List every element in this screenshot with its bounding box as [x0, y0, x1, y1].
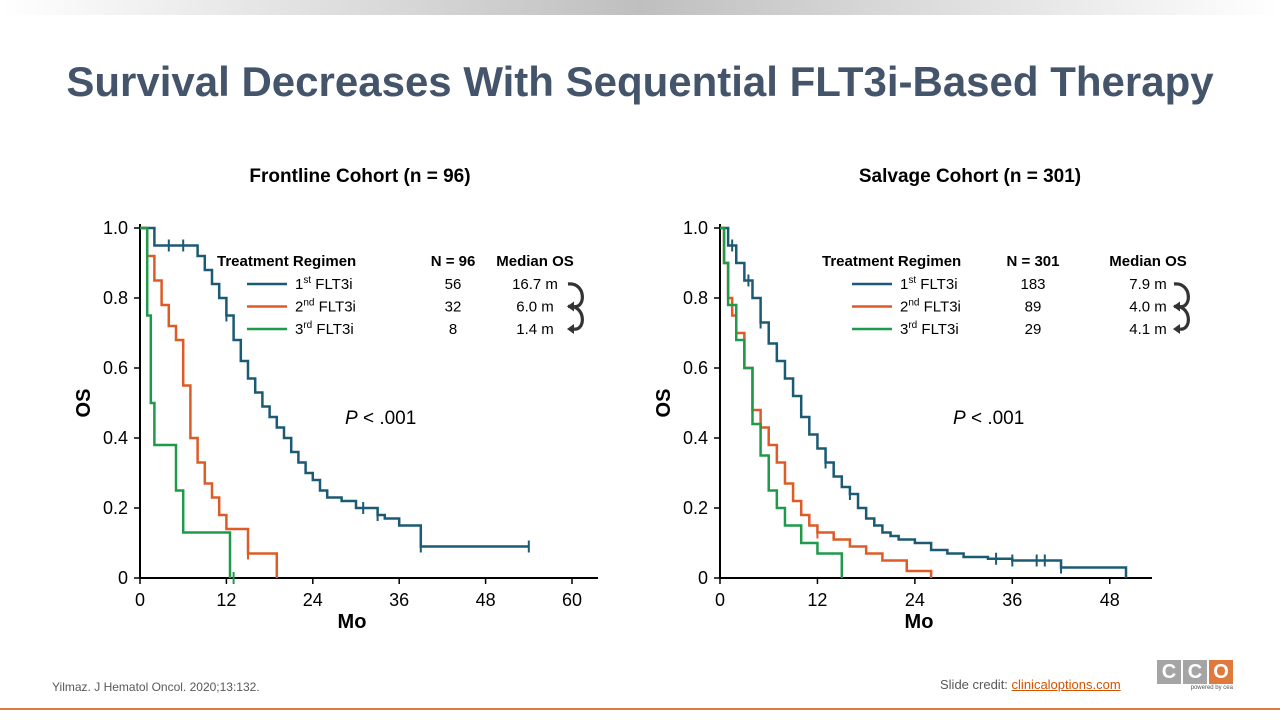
slide-credit: Slide credit: clinicaloptions.com: [940, 677, 1121, 692]
km-curve-second: [720, 226, 933, 578]
citation: Yilmaz. J Hematol Oncol. 2020;13:132.: [52, 680, 260, 694]
top-gradient-bar: [0, 0, 1280, 15]
legend-header-median: Median OS: [1109, 253, 1187, 270]
y-tick-label: 0.8: [103, 288, 128, 308]
legend-median-third: 1.4 m: [516, 321, 554, 338]
km-curve-second: [140, 226, 279, 578]
salvage-km-chart: Salvage Cohort (n = 301) 0 0.2 0.4 0.6 0.8 1.0…: [640, 150, 1240, 640]
chart-title: Frontline Cohort (n = 96): [249, 166, 470, 187]
logo-letter-o: O: [1209, 660, 1233, 684]
y-tick-label: 0.4: [103, 428, 128, 448]
logo-tagline: powered by cea: [1190, 685, 1233, 691]
x-tick-label: 24: [303, 590, 323, 610]
x-axis-label: Mo: [905, 611, 934, 633]
median-comparison-arrow: [1173, 304, 1190, 331]
slide-credit-label: Slide credit:: [940, 677, 1012, 692]
logo-letter-c1: C: [1157, 660, 1181, 684]
legend-label-third: 3rd FLT3i: [295, 320, 354, 338]
legend-median-first: 7.9 m: [1129, 276, 1167, 293]
legend-median-second: 4.0 m: [1129, 299, 1167, 316]
x-tick-label: 0: [135, 590, 145, 610]
frontline-km-svg: Frontline Cohort (n = 96) 0 0.2 0.4 0.6 0.8 1.…: [73, 166, 598, 633]
median-comparison-arrowhead: [1173, 324, 1180, 334]
x-tick-label: 36: [1002, 590, 1022, 610]
legend-label-first: 1st FLT3i: [295, 275, 353, 293]
x-tick-label: 12: [807, 590, 827, 610]
p-value-annotation: P < .001: [953, 408, 1024, 429]
legend-median-second: 6.0 m: [516, 299, 554, 316]
x-tick-label: 48: [1100, 590, 1120, 610]
p-value-annotation: P < .001: [345, 408, 416, 429]
legend-n-first: 56: [445, 276, 462, 293]
y-tick-label: 0.8: [683, 288, 708, 308]
legend-n-third: 8: [449, 321, 457, 338]
logo-letter-c2: C: [1183, 660, 1207, 684]
median-comparison-arrow: [1173, 282, 1190, 309]
legend-header-median: Median OS: [496, 253, 574, 270]
median-comparison-arrow: [567, 282, 584, 309]
legend-label-third: 3rd FLT3i: [900, 320, 959, 338]
y-tick-label: 0.2: [683, 498, 708, 518]
legend-label-second: 2nd FLT3i: [900, 298, 961, 316]
x-tick-label: 36: [389, 590, 409, 610]
km-curve-first: [140, 226, 529, 548]
cco-logo: C C O powered by cea: [1157, 660, 1233, 692]
legend-median-third: 4.1 m: [1129, 321, 1167, 338]
clinicaloptions-link[interactable]: clinicaloptions.com: [1011, 677, 1121, 692]
y-tick-label: 0.6: [103, 358, 128, 378]
y-tick-label: 0: [698, 568, 708, 588]
y-tick-label: 1.0: [683, 218, 708, 238]
x-tick-label: 48: [476, 590, 496, 610]
km-curve-third: [140, 226, 232, 578]
legend-n-second: 89: [1025, 299, 1042, 316]
legend-header-n: N = 96: [431, 253, 476, 270]
median-comparison-arrowhead: [567, 324, 574, 334]
legend-median-first: 16.7 m: [512, 276, 558, 293]
x-tick-label: 0: [715, 590, 725, 610]
legend-header-regimen: Treatment Regimen: [217, 253, 356, 270]
legend-n-second: 32: [445, 299, 462, 316]
y-tick-label: 0.2: [103, 498, 128, 518]
x-axis-label: Mo: [338, 611, 367, 633]
x-tick-label: 24: [905, 590, 925, 610]
median-comparison-arrow: [567, 304, 584, 331]
legend-header-regimen: Treatment Regimen: [822, 253, 961, 270]
salvage-km-svg: Salvage Cohort (n = 301) 0 0.2 0.4 0.6 0.8 1.0…: [653, 166, 1190, 633]
y-tick-label: 0.4: [683, 428, 708, 448]
y-axis-label: OS: [73, 389, 95, 418]
legend-n-first: 183: [1020, 276, 1045, 293]
x-tick-label: 12: [216, 590, 236, 610]
frontline-km-chart: Frontline Cohort (n = 96) 0 0.2 0.4 0.6 0.8 1.…: [60, 150, 640, 640]
legend-header-n: N = 301: [1007, 253, 1060, 270]
km-curve-third: [720, 226, 844, 578]
legend-n-third: 29: [1025, 321, 1042, 338]
x-tick-label: 60: [562, 590, 582, 610]
chart-title: Salvage Cohort (n = 301): [859, 166, 1081, 187]
slide-title: Survival Decreases With Sequential FLT3i…: [66, 58, 1214, 105]
y-tick-label: 0.6: [683, 358, 708, 378]
y-axis-label: OS: [653, 389, 675, 418]
y-tick-label: 0: [118, 568, 128, 588]
y-tick-label: 1.0: [103, 218, 128, 238]
bottom-divider: [0, 708, 1280, 710]
legend-label-first: 1st FLT3i: [900, 275, 958, 293]
legend-label-second: 2nd FLT3i: [295, 298, 356, 316]
